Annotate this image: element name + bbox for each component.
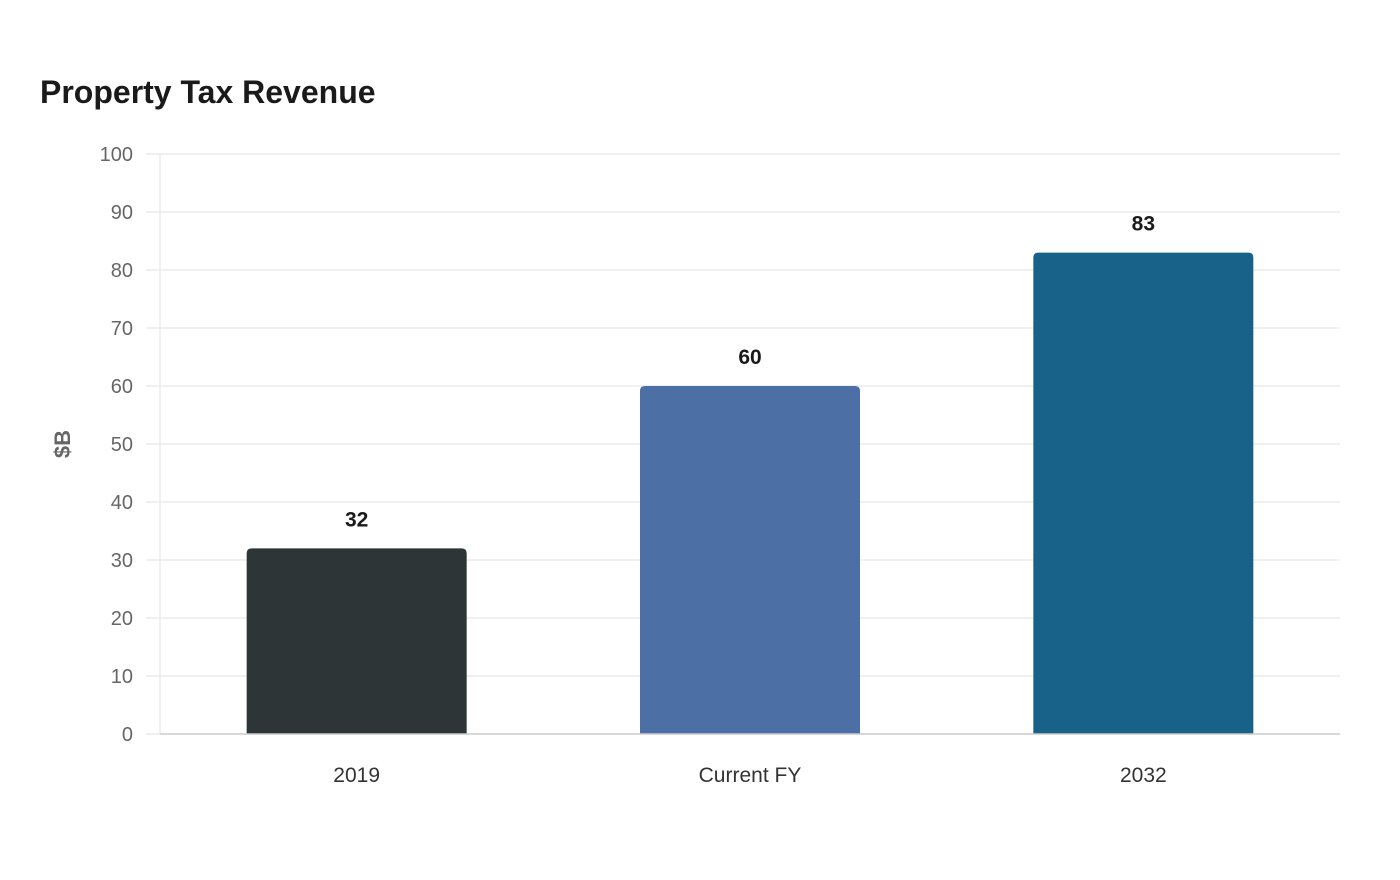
y-tick-label: 0 xyxy=(122,724,133,746)
bar xyxy=(246,548,467,734)
y-tick-label: 50 xyxy=(111,434,133,456)
y-tick-label: 80 xyxy=(111,260,133,282)
data-label: 32 xyxy=(345,508,368,531)
y-tick-label: 40 xyxy=(111,492,133,514)
data-label: 83 xyxy=(1132,213,1155,236)
x-tick-label: 2019 xyxy=(333,764,380,787)
y-axis-ticks: 0 10 20 30 40 50 60 70 80 90 100 xyxy=(100,144,160,746)
y-axis-title: $B xyxy=(50,430,75,458)
y-tick-label: 20 xyxy=(111,608,133,630)
data-labels: 32 60 83 xyxy=(345,213,1155,532)
x-axis-ticks: 2019 Current FY 2032 xyxy=(333,764,1166,787)
data-label: 60 xyxy=(738,346,761,369)
y-tick-label: 100 xyxy=(100,144,133,166)
bar xyxy=(1033,252,1254,734)
y-tick-label: 30 xyxy=(111,550,133,572)
x-tick-label: Current FY xyxy=(699,764,802,787)
y-tick-label: 70 xyxy=(111,318,133,340)
y-tick-label: 90 xyxy=(111,202,133,224)
y-tick-label: 10 xyxy=(111,666,133,688)
bars xyxy=(246,252,1254,734)
y-tick-label: 60 xyxy=(111,376,133,398)
bar xyxy=(640,386,860,734)
chart-title: Property Tax Revenue xyxy=(40,74,376,110)
x-tick-label: 2032 xyxy=(1120,764,1167,787)
